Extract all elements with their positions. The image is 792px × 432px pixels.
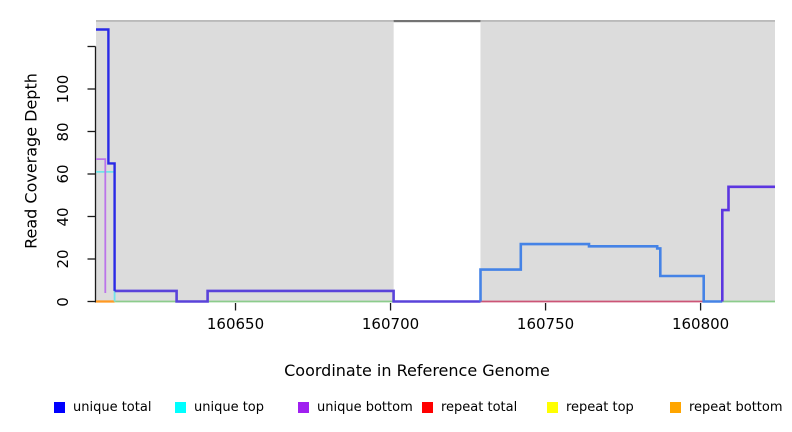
legend-swatch-icon [298, 401, 309, 413]
legend-swatch-icon [175, 401, 186, 413]
legend-item-label: unique top [194, 399, 265, 415]
legend-swatch-icon [54, 401, 65, 413]
legend-swatch-icon [547, 401, 558, 413]
legend-item-unique-top: unique top [175, 399, 264, 415]
x-axis-label: Coordinate in Reference Genome [284, 361, 550, 380]
legend-item-label: repeat top [566, 399, 634, 415]
y-axis-label: Read Coverage Depth [21, 73, 41, 249]
gap-region-top-border [393, 20, 481, 23]
x-tick-label: 160700 [361, 315, 420, 333]
x-tick-label: 160750 [516, 315, 575, 333]
legend-item-repeat-top: repeat top [547, 399, 634, 415]
legend-item-label: unique bottom [317, 399, 413, 415]
y-tick-label: 0 [54, 296, 72, 307]
y-tick-label: 60 [54, 164, 72, 184]
y-tick-label: 80 [54, 121, 72, 142]
series-unique-total-mid-blue-steps [479, 242, 723, 303]
legend-swatch-icon [422, 401, 433, 413]
y-tick-label: 40 [54, 206, 72, 227]
legend-item-label: unique total [73, 399, 152, 415]
series-unique-bottom-violet-left [96, 158, 107, 293]
legend-item-label: repeat total [441, 399, 518, 415]
y-tick-label: 100 [54, 74, 72, 104]
x-tick-label: 160650 [206, 315, 265, 333]
legend-item-repeat-total: repeat total [422, 399, 517, 415]
gap-region [393, 21, 481, 302]
x-tick-label: 160800 [671, 315, 730, 333]
series-unique-total-bottom-overlap-low [114, 289, 481, 303]
legend-item-unique-total: unique total [54, 399, 151, 415]
legend-item-label: repeat bottom [689, 399, 783, 415]
series-unique-total-left-spike [96, 28, 116, 291]
y-tick-label: 20 [54, 249, 72, 269]
legend-swatch-icon [670, 401, 681, 413]
legend-item-repeat-bottom: repeat bottom [670, 399, 783, 415]
legend-item-unique-bottom: unique bottom [298, 399, 413, 415]
series-unique-bottom-right-purple-steps [720, 185, 775, 302]
